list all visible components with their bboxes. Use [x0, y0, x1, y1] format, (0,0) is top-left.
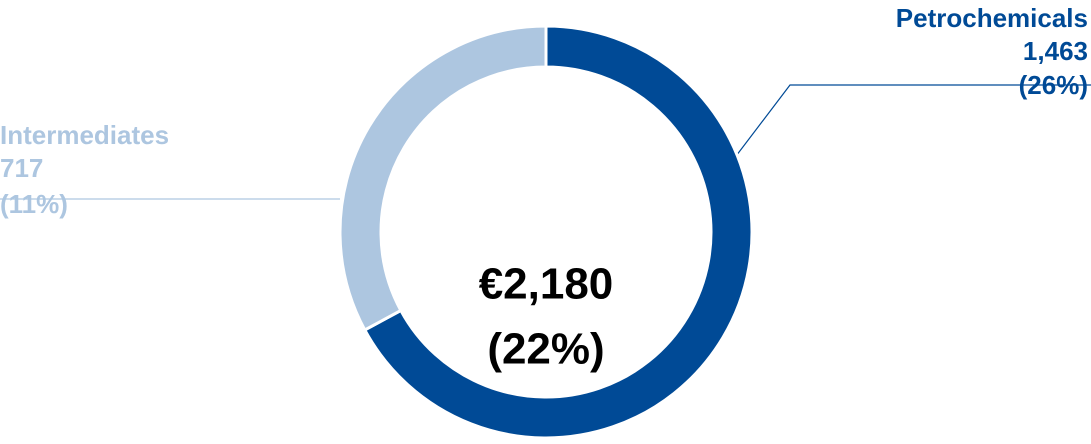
segment-label: 1,463 — [1023, 36, 1088, 66]
donut-segment — [338, 24, 548, 333]
segment-label: Intermediates — [0, 120, 169, 150]
segment-label: 717 — [0, 153, 43, 183]
leader-line — [732, 84, 1091, 161]
donut-segment — [362, 24, 754, 440]
segment-label: Petrochemicals — [896, 3, 1088, 33]
center-sublabel: (22%) — [487, 325, 604, 374]
segment-label: (11%) — [0, 189, 68, 219]
center-label: €2,180 — [479, 260, 614, 309]
